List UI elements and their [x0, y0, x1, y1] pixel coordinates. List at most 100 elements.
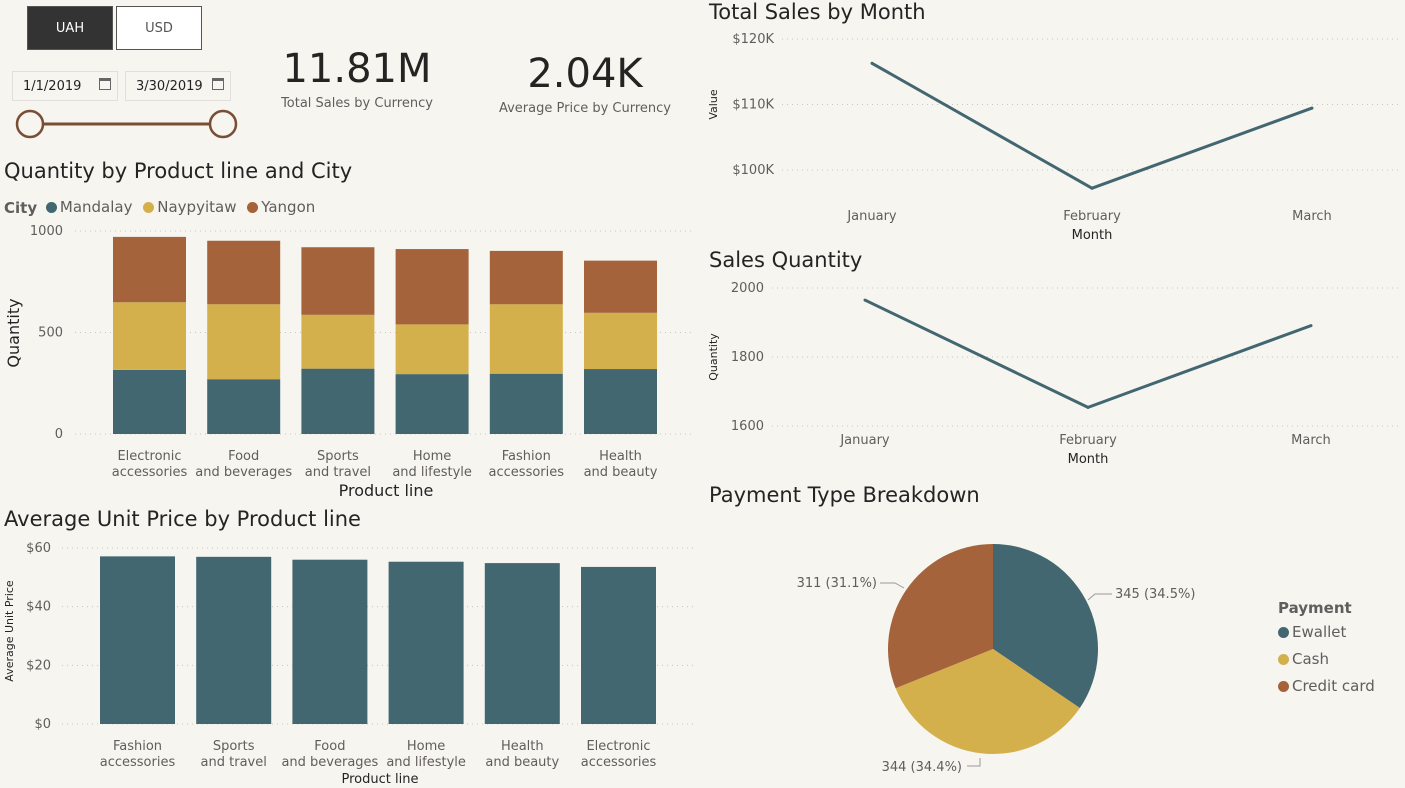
start-date-field[interactable]: 1/1/2019	[12, 71, 118, 101]
bar	[581, 566, 656, 724]
currency-uah-button[interactable]: UAH	[27, 6, 113, 50]
payment-legend: Payment Ewallet Cash Credit card	[1278, 599, 1381, 696]
data-point	[1086, 405, 1090, 409]
x-tick-label: and beauty	[584, 465, 658, 480]
y-tick-label: 1800	[731, 350, 764, 365]
x-tick-label: Food	[228, 449, 259, 464]
credit-card-dot-icon	[1278, 680, 1289, 692]
start-date-value: 1/1/2019	[23, 78, 82, 94]
y-axis-title: Average Unit Price	[3, 580, 16, 682]
legend-item-mandalay[interactable]: Mandalay	[45, 198, 133, 216]
legend-item-ewallet[interactable]: Ewallet	[1278, 623, 1346, 641]
y-axis-title: Quantity	[707, 333, 720, 381]
y-tick-label: $60	[26, 541, 51, 556]
bar-segment	[113, 369, 186, 434]
x-tick-label: and lifestyle	[386, 755, 466, 770]
y-tick-label: 500	[38, 326, 63, 341]
cash-dot-icon	[1278, 653, 1289, 665]
legend-label: Credit card	[1292, 677, 1375, 695]
bar-segment	[584, 260, 657, 313]
bar-segment	[113, 302, 186, 370]
pie-slice	[888, 544, 993, 689]
series-line	[871, 61, 1313, 190]
data-point	[870, 61, 874, 65]
calendar-icon[interactable]	[212, 78, 224, 90]
pie-slice	[993, 544, 1098, 709]
legend-item-credit-card[interactable]: Credit card	[1278, 677, 1375, 695]
x-tick-label: Sports	[317, 449, 359, 464]
x-tick-label: and travel	[201, 755, 267, 770]
slider-start-handle[interactable]	[15, 109, 45, 139]
legend-label: Mandalay	[59, 198, 133, 216]
data-point	[863, 298, 867, 302]
calendar-icon[interactable]	[99, 78, 111, 90]
city-legend: City Mandalay Naypyitaw Yangon	[4, 198, 321, 217]
pie-chart-title: Payment Type Breakdown	[709, 483, 980, 507]
y-tick-label: $20	[26, 658, 51, 673]
legend-item-naypyitaw[interactable]: Naypyitaw	[143, 198, 236, 216]
series-line	[864, 298, 1312, 409]
quantity-line-chart: 1600 1800 2000 January February March Month Qua…	[707, 281, 1400, 467]
x-axis-title: Month	[1068, 452, 1109, 467]
y-tick-label: 1600	[731, 419, 764, 434]
bar-segment	[584, 312, 657, 370]
x-tick-label: March	[1291, 433, 1331, 448]
naypyitaw-dot-icon	[143, 201, 155, 213]
label-connector	[880, 582, 905, 589]
y-tick-label: $110K	[732, 98, 774, 113]
x-tick-label: accessories	[489, 465, 565, 480]
x-tick-label: January	[839, 433, 890, 448]
x-tick-label: accessories	[581, 755, 657, 770]
label-connector	[967, 758, 981, 767]
sales-line-chart: $100K $110K $120K January February March Month…	[707, 32, 1400, 243]
y-tick-label: $40	[26, 600, 51, 615]
y-tick-label: $120K	[732, 32, 774, 47]
x-tick-label: February	[1059, 433, 1117, 448]
x-tick-label: Fashion	[113, 739, 162, 754]
date-range-slider[interactable]	[10, 106, 245, 142]
qty-chart-title: Quantity by Product line and City	[4, 159, 353, 183]
bar-segment	[207, 304, 281, 380]
bar-segment	[395, 249, 469, 325]
x-tick-label: Sports	[213, 739, 255, 754]
y-tick-label: 2000	[731, 281, 764, 296]
legend-item-yangon[interactable]: Yangon	[247, 198, 315, 216]
average-price-label: Average Price by Currency	[498, 101, 671, 116]
end-date-field[interactable]: 3/30/2019	[125, 71, 231, 101]
slice-label: 344 (34.4%)	[882, 760, 962, 775]
bar-segment	[207, 379, 281, 434]
payment-legend-title: Payment	[1278, 599, 1352, 617]
x-tick-label: February	[1063, 209, 1121, 224]
bar-segment	[301, 247, 375, 315]
payment-pie-chart: 345 (34.5%) 344 (34.4%) 311 (31.1%)	[797, 544, 1195, 775]
x-tick-label: and beverages	[281, 755, 378, 770]
bar	[388, 561, 464, 724]
x-tick-label: January	[846, 209, 897, 224]
x-axis-title: Product line	[339, 481, 434, 500]
bar-segment	[301, 314, 375, 369]
x-tick-label: accessories	[100, 755, 176, 770]
x-tick-label: Home	[407, 739, 445, 754]
data-point	[1310, 106, 1314, 110]
bar-segment	[489, 304, 563, 374]
price-chart-title: Average Unit Price by Product line	[4, 507, 361, 531]
y-tick-label: $0	[34, 717, 51, 732]
bar-segment	[395, 374, 469, 434]
label-connector	[1087, 593, 1112, 601]
legend-label: Naypyitaw	[157, 198, 237, 216]
x-axis-title: Month	[1072, 228, 1113, 243]
x-tick-label: Health	[599, 449, 642, 464]
bar	[484, 563, 560, 724]
slider-end-handle[interactable]	[208, 109, 238, 139]
slice-label: 311 (31.1%)	[797, 576, 877, 591]
legend-label: Yangon	[261, 198, 316, 216]
y-axis-title: Value	[707, 89, 720, 119]
bar-segment	[489, 373, 563, 434]
ewallet-dot-icon	[1278, 626, 1289, 638]
x-tick-label: and beverages	[195, 465, 292, 480]
city-legend-title: City	[4, 198, 38, 217]
x-tick-label: March	[1292, 209, 1332, 224]
legend-item-cash[interactable]: Cash	[1278, 650, 1329, 668]
currency-usd-button[interactable]: USD	[116, 6, 202, 50]
